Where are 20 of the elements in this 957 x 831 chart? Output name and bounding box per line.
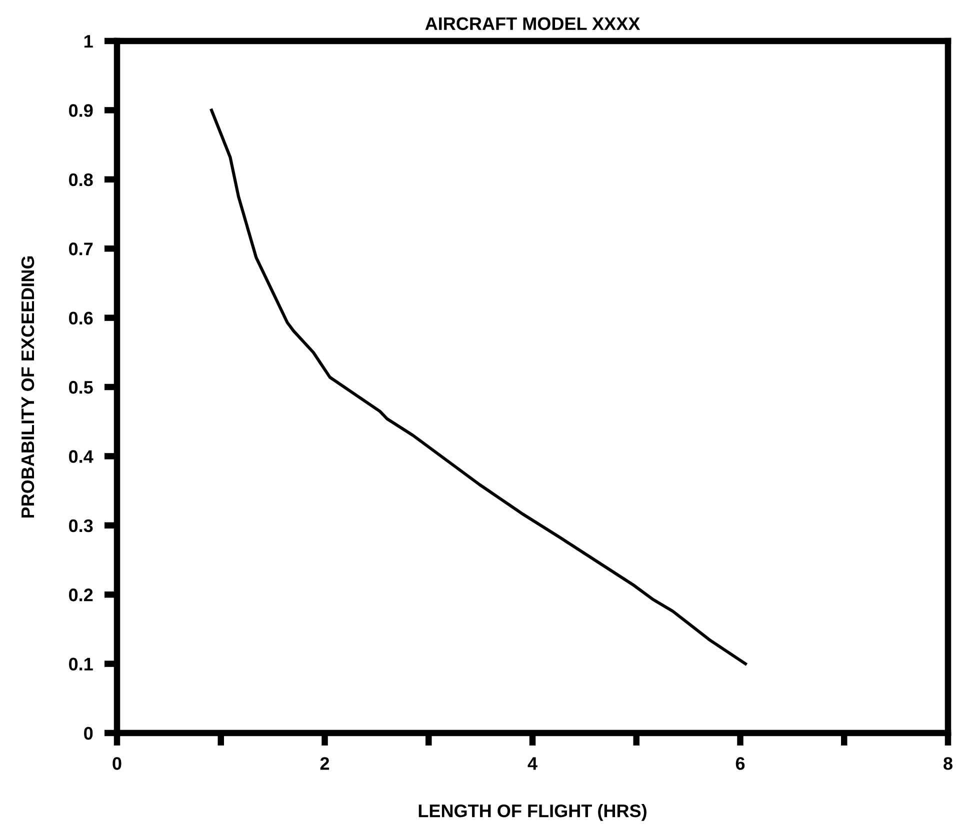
y-tick-label: 0.4 <box>69 450 94 463</box>
line-series <box>210 108 747 666</box>
x-axis-title: LENGTH OF FLIGHT (HRS) <box>418 804 646 821</box>
y-tick-label: 1 <box>84 35 93 48</box>
y-tick-label: 0.7 <box>69 242 93 256</box>
y-tick-label: 0.1 <box>69 658 93 671</box>
y-tick-label: 0.8 <box>69 173 93 186</box>
x-tick-label: 2 <box>320 757 330 770</box>
y-tick-label: 0.5 <box>69 380 93 394</box>
chart-title: AIRCRAFT MODEL XXXX <box>425 17 640 30</box>
x-tick-label: 4 <box>528 757 538 770</box>
x-tick-label: 6 <box>736 757 745 770</box>
x-tick-label: 8 <box>944 757 952 770</box>
y-tick-label: 0.3 <box>69 519 93 532</box>
y-tick-label: 0.9 <box>69 104 93 117</box>
y-axis-title: PROBABILITY OF EXCEEDING <box>21 256 34 518</box>
y-tick-label: 0.6 <box>69 312 93 325</box>
y-tick-label: 0 <box>84 726 93 740</box>
y-tick-label: 0.2 <box>69 588 93 602</box>
x-tick-label: 0 <box>112 757 122 770</box>
